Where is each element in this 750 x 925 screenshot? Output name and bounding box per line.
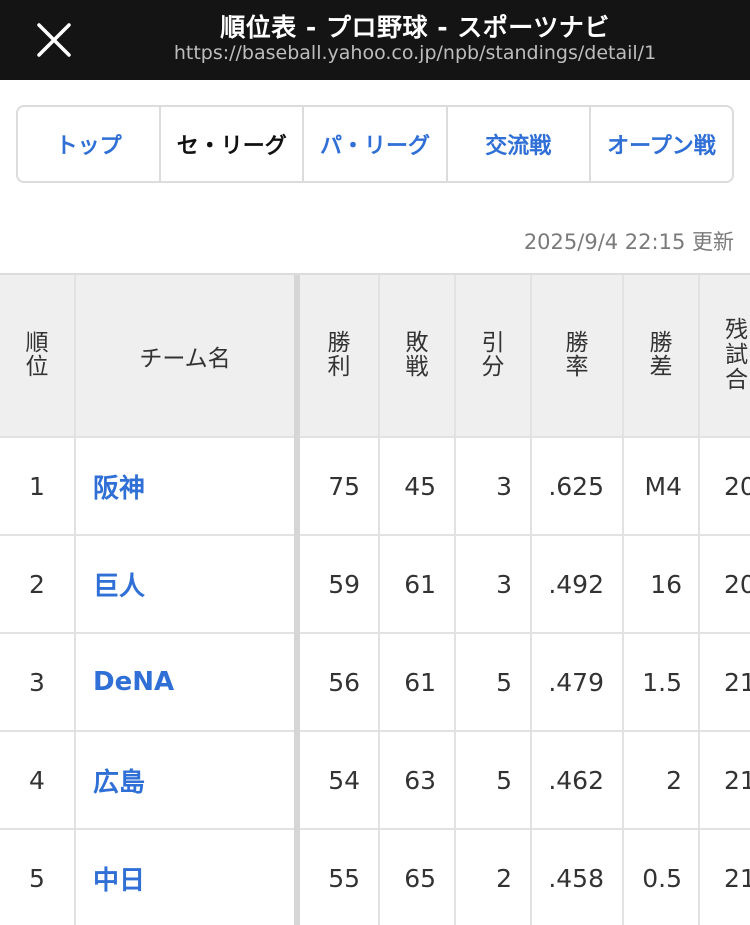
remaining-cell: 20: [699, 437, 750, 536]
team-link[interactable]: DeNA: [93, 667, 175, 697]
losses-cell: 45: [379, 437, 456, 536]
tab-top[interactable]: トップ: [18, 107, 162, 181]
page-url: https://baseball.yahoo.co.jp/npb/standin…: [173, 42, 657, 64]
wins-cell: 55: [297, 829, 380, 925]
header-wins: 勝利: [297, 275, 380, 438]
remaining-cell: 21: [699, 731, 750, 830]
tab-open-games[interactable]: オープン戦: [607, 134, 716, 159]
wins-cell: 75: [297, 437, 380, 536]
table-row: 3 DeNA 56 61 5 .479 1.5 21: [0, 633, 750, 732]
team-link[interactable]: 中日: [93, 865, 146, 896]
header-ties: 引分: [455, 275, 532, 438]
team-cell: 阪神: [75, 437, 300, 536]
ties-cell: 2: [455, 829, 532, 925]
games-behind-cell: 16: [623, 535, 700, 634]
losses-cell: 63: [379, 731, 456, 830]
standings-table-container[interactable]: 順位 チーム名 勝利 敗戦 引分 勝率 勝差 残試合 1 阪神 75 45 3 …: [0, 273, 750, 925]
header-rank: 順位: [0, 275, 76, 438]
team-cell: DeNA: [75, 633, 300, 732]
tab-central-league[interactable]: セ・リーグ: [161, 107, 305, 181]
tab-pacific-league[interactable]: パ・リーグ: [304, 107, 448, 181]
tab-interleague[interactable]: 交流戦: [448, 107, 591, 181]
close-icon: [37, 23, 71, 57]
losses-cell: 61: [379, 633, 456, 732]
wins-cell: 54: [297, 731, 380, 830]
games-behind-cell: 0.5: [623, 829, 700, 925]
team-cell: 広島: [75, 731, 300, 830]
remaining-cell: 20: [699, 535, 750, 634]
ties-cell: 5: [455, 731, 532, 830]
team-link[interactable]: 巨人: [93, 571, 146, 602]
win-pct-cell: .625: [531, 437, 624, 536]
rank-cell: 4: [0, 731, 76, 830]
rank-cell: 1: [0, 437, 76, 536]
win-pct-cell: .492: [531, 535, 624, 634]
ties-cell: 3: [455, 437, 532, 536]
rank-cell: 5: [0, 829, 76, 925]
win-pct-cell: .479: [531, 633, 624, 732]
games-behind-cell: 1.5: [623, 633, 700, 732]
table-row: 4 広島 54 63 5 .462 2 21: [0, 731, 750, 830]
losses-cell: 65: [379, 829, 456, 925]
ties-cell: 5: [455, 633, 532, 732]
win-pct-cell: .458: [531, 829, 624, 925]
rank-cell: 3: [0, 633, 76, 732]
wins-cell: 59: [297, 535, 380, 634]
games-behind-cell: M4: [623, 437, 700, 536]
table-row: 5 中日 55 65 2 .458 0.5 21: [0, 829, 750, 925]
browser-topbar: 順位表 - プロ野球 - スポーツナビ https://baseball.yah…: [0, 0, 750, 80]
remaining-cell: 21: [699, 633, 750, 732]
header-remaining: 残試合: [699, 275, 750, 438]
standings-table: 順位 チーム名 勝利 敗戦 引分 勝率 勝差 残試合 1 阪神 75 45 3 …: [0, 275, 750, 925]
losses-cell: 61: [379, 535, 456, 634]
games-behind-cell: 2: [623, 731, 700, 830]
team-link[interactable]: 阪神: [93, 473, 146, 504]
team-link[interactable]: 広島: [93, 767, 146, 798]
team-cell: 巨人: [75, 535, 300, 634]
remaining-cell: 21: [699, 829, 750, 925]
table-row: 1 阪神 75 45 3 .625 M4 20: [0, 437, 750, 536]
header-win-pct: 勝率: [531, 275, 624, 438]
header-games-behind: 勝差: [623, 275, 700, 438]
header-team: チーム名: [75, 275, 300, 438]
table-row: 2 巨人 59 61 3 .492 16 20: [0, 535, 750, 634]
page-title: 順位表 - プロ野球 - スポーツナビ: [220, 13, 610, 42]
league-tabs: トップ セ・リーグ パ・リーグ 交流戦 オープン戦: [16, 105, 734, 183]
header-losses: 敗戦: [379, 275, 456, 438]
team-cell: 中日: [75, 829, 300, 925]
wins-cell: 56: [297, 633, 380, 732]
updated-timestamp: 2025/9/4 22:15 更新: [523, 230, 734, 254]
ties-cell: 3: [455, 535, 532, 634]
win-pct-cell: .462: [531, 731, 624, 830]
rank-cell: 2: [0, 535, 76, 634]
table-header-row: 順位 チーム名 勝利 敗戦 引分 勝率 勝差 残試合: [0, 275, 750, 438]
close-button[interactable]: [30, 16, 78, 64]
